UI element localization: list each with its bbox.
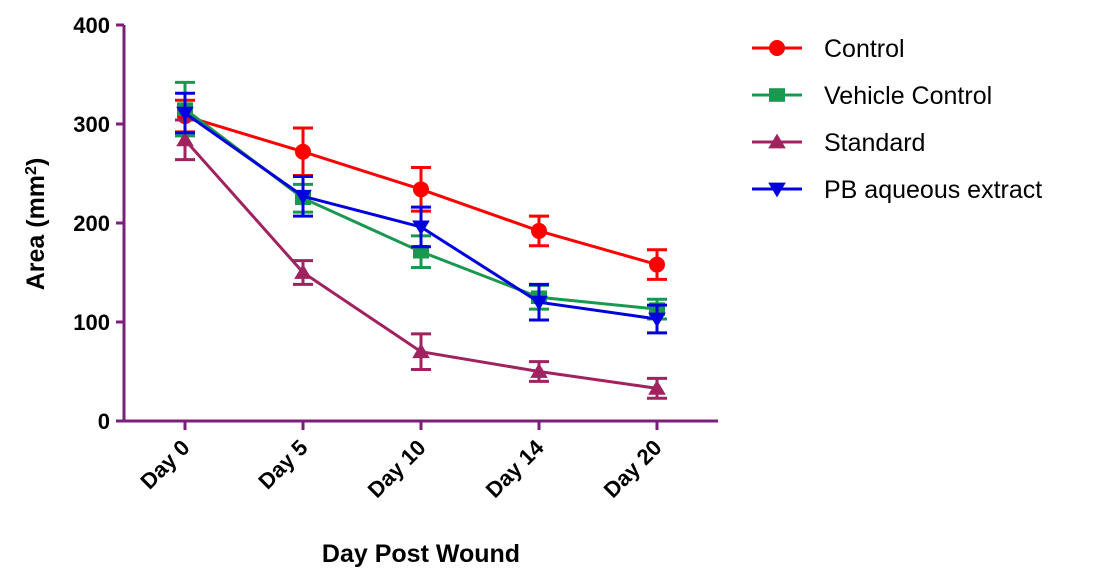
- series-pb-aqueous-extract: [175, 91, 667, 335]
- data-point: [531, 222, 547, 239]
- legend-label: PB aqueous extract: [824, 176, 1042, 204]
- data-point: [530, 363, 548, 378]
- legend-label: Control: [824, 35, 905, 63]
- y-axis-title-main: Area (mm: [22, 175, 50, 290]
- x-tick-label: Day 14: [481, 434, 549, 502]
- y-axis-title-sup: 2: [23, 166, 40, 175]
- data-point: [176, 106, 194, 122]
- data-point: [294, 264, 312, 279]
- legend-label: Vehicle Control: [824, 82, 992, 110]
- y-tick-label: 100: [73, 310, 110, 335]
- data-point: [294, 189, 312, 205]
- x-axis-title: Day Post Wound: [322, 540, 520, 568]
- x-tick-label: Day 10: [363, 435, 431, 503]
- y-tick-label: 0: [98, 409, 110, 434]
- data-point: [412, 220, 430, 236]
- legend-item: PB aqueous extract: [752, 176, 1042, 204]
- x-tick-label: Day 5: [253, 435, 312, 494]
- x-tick-label: Day 0: [135, 435, 194, 494]
- data-point: [648, 312, 666, 328]
- series-standard: [175, 118, 667, 400]
- legend-item: Vehicle Control: [752, 82, 992, 110]
- data-point: [412, 343, 430, 359]
- y-tick-label: 300: [73, 112, 110, 137]
- legend-label: Standard: [824, 129, 925, 157]
- y-axis-title: Area (mm2): [22, 158, 50, 291]
- y-axis-title-close: ): [22, 158, 50, 166]
- series-layer: [175, 80, 667, 400]
- data-point: [413, 244, 429, 259]
- x-tick-label: Day 20: [599, 435, 667, 503]
- data-point: [176, 131, 194, 147]
- legend-marker: [768, 133, 786, 149]
- legend-marker: [769, 88, 785, 102]
- legend-marker: [769, 40, 785, 56]
- data-point: [530, 295, 548, 311]
- data-point: [649, 256, 665, 273]
- data-point: [413, 181, 429, 198]
- legend-marker: [768, 182, 786, 198]
- data-point: [295, 143, 311, 160]
- legend: Control Vehicle Control Standard PB aqueous…: [752, 35, 1042, 204]
- y-tick-label: 400: [73, 13, 110, 38]
- axes: 0 100 200 300 400 Day 0 Day 5 Day 10 Day 14 Day 2…: [73, 13, 718, 503]
- data-point: [648, 379, 666, 395]
- legend-item: Standard: [752, 129, 925, 157]
- y-tick-label: 200: [73, 211, 110, 236]
- legend-item: Control: [752, 35, 905, 63]
